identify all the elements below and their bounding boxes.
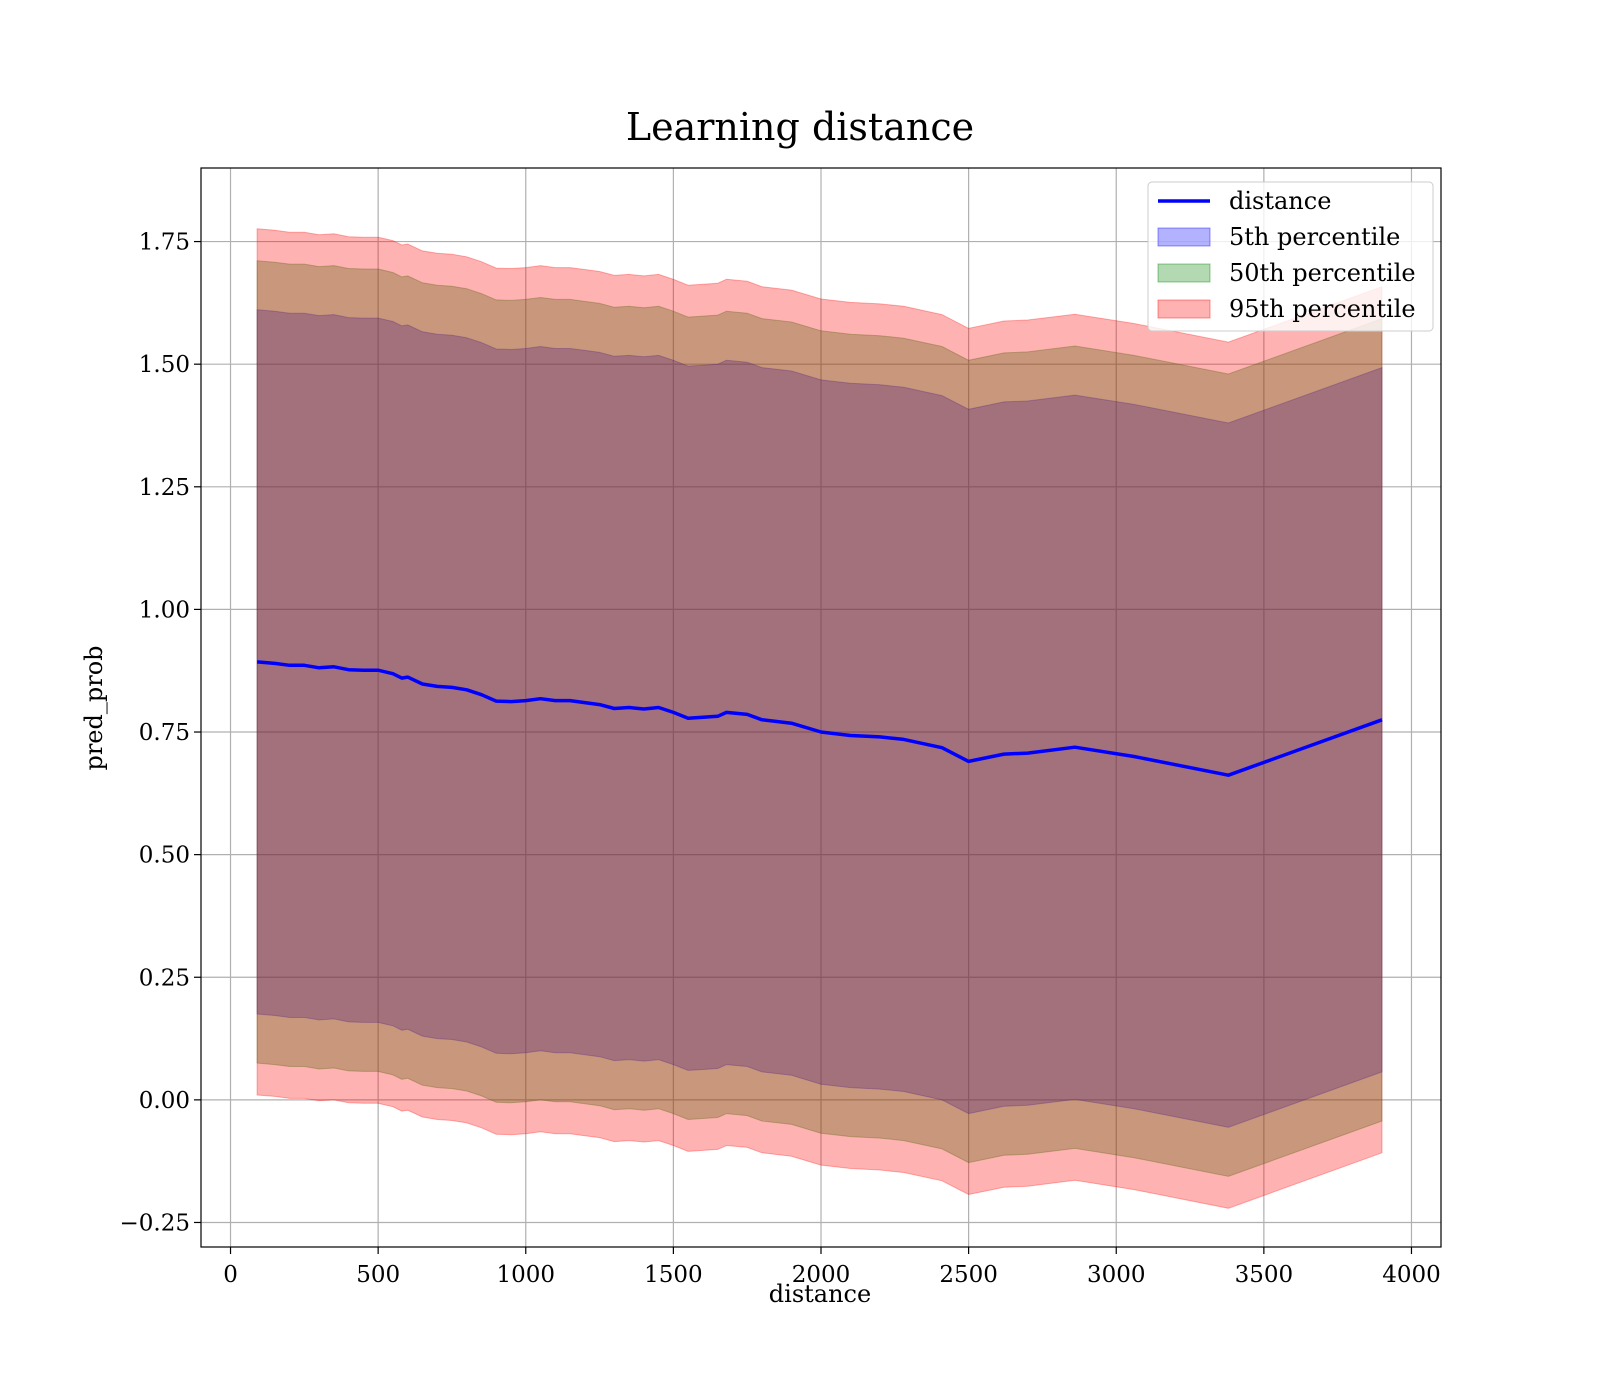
x-tick-label: 1500 xyxy=(644,1262,703,1288)
x-tick-label: 3500 xyxy=(1235,1262,1294,1288)
y-tick-label: 0.25 xyxy=(139,965,190,991)
y-tick-label: 1.50 xyxy=(139,352,190,378)
legend-label: 5th percentile xyxy=(1229,223,1400,251)
y-tick-label: 1.25 xyxy=(139,475,190,501)
x-axis-ticks: 0 500 1000 1500 2000 2500 3000 3500 4000 xyxy=(223,1247,1441,1288)
band-50th-percentile xyxy=(256,260,1383,1177)
percentile-bands xyxy=(256,228,1383,1209)
x-tick-label: 2000 xyxy=(792,1262,851,1288)
x-tick-label: 3000 xyxy=(1087,1262,1146,1288)
x-axis-label: distance xyxy=(769,1280,871,1308)
y-axis-ticks: −0.25 0.00 0.25 0.50 0.75 1.00 1.25 1.50 1.75 xyxy=(120,230,201,1236)
legend-box xyxy=(1147,181,1434,332)
y-tick-label: 1.75 xyxy=(139,230,190,256)
y-tick-label: −0.25 xyxy=(120,1210,190,1236)
x-tick-label: 500 xyxy=(356,1262,400,1288)
x-tick-label: 4000 xyxy=(1382,1262,1441,1288)
band-5th-percentile xyxy=(256,309,1383,1128)
band-95th-percentile xyxy=(256,228,1383,1209)
chart-title: Learning distance xyxy=(626,105,974,149)
y-tick-label: 0.00 xyxy=(139,1088,190,1114)
y-axis-label: pred_prob xyxy=(80,645,108,770)
legend-label: 95th percentile xyxy=(1229,295,1416,323)
x-tick-label: 0 xyxy=(223,1262,238,1288)
legend-label: distance xyxy=(1229,187,1331,215)
x-tick-label: 2500 xyxy=(939,1262,998,1288)
y-tick-label: 1.00 xyxy=(139,597,190,623)
legend-swatch xyxy=(1157,299,1211,319)
line-distance xyxy=(256,660,1383,777)
x-tick-label: 1000 xyxy=(496,1262,555,1288)
legend-swatch xyxy=(1157,227,1211,247)
series-lines xyxy=(256,660,1383,777)
y-tick-label: 0.50 xyxy=(139,843,190,869)
legend: distance 5th percentile 50th percentile 95t… xyxy=(1147,181,1434,332)
legend-label: 50th percentile xyxy=(1229,259,1416,287)
y-tick-label: 0.75 xyxy=(139,720,190,746)
legend-swatch xyxy=(1157,263,1211,283)
